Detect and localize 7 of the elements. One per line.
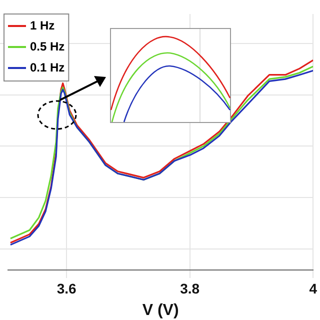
legend-label: 0.5 Hz <box>30 39 65 54</box>
x-tick-label: 4 <box>309 280 318 296</box>
x-axis-title: V (V) <box>142 302 179 319</box>
x-tick-label: 3.8 <box>180 280 200 296</box>
legend-label: 1 Hz <box>30 18 55 32</box>
x-tick-label: 3.6 <box>56 280 76 296</box>
legend-label: 0.1 Hz <box>30 60 65 74</box>
